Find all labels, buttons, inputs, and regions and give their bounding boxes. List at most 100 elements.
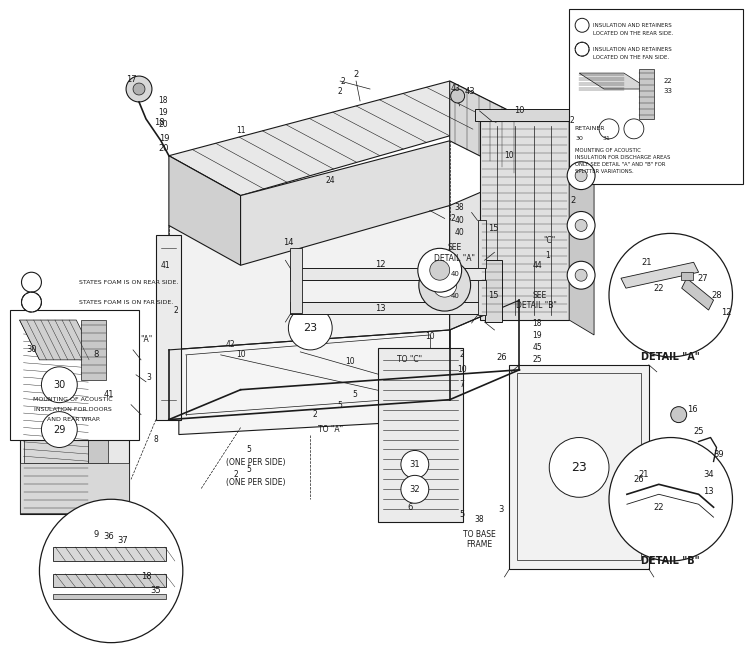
Text: 2: 2	[571, 196, 576, 205]
Text: 30: 30	[575, 136, 583, 141]
Bar	[88, 334, 108, 464]
Text: 13: 13	[375, 304, 386, 313]
Text: INSULATION AND RETAINERS: INSULATION AND RETAINERS	[593, 23, 672, 28]
Polygon shape	[178, 221, 450, 434]
Circle shape	[609, 438, 733, 561]
Text: 5: 5	[352, 390, 358, 399]
Polygon shape	[639, 69, 654, 119]
Text: 30: 30	[53, 380, 65, 390]
Bar	[479, 121, 569, 320]
Text: 26: 26	[634, 475, 644, 484]
Text: 18: 18	[158, 97, 168, 106]
Circle shape	[575, 219, 587, 231]
Text: 2: 2	[340, 76, 346, 86]
Circle shape	[433, 273, 457, 297]
Text: (ONE PER SIDE): (ONE PER SIDE)	[226, 478, 285, 487]
Text: 9: 9	[94, 530, 99, 539]
Circle shape	[549, 438, 609, 498]
Polygon shape	[53, 594, 166, 599]
Text: 12: 12	[375, 260, 386, 269]
Circle shape	[575, 269, 587, 281]
Polygon shape	[156, 235, 181, 420]
Text: 19: 19	[158, 108, 168, 118]
Text: 8: 8	[154, 435, 158, 444]
Polygon shape	[169, 206, 450, 350]
Text: 25: 25	[693, 427, 703, 436]
Circle shape	[41, 367, 77, 403]
Text: AND REAR WRAP.: AND REAR WRAP.	[46, 417, 100, 422]
Text: "C": "C"	[543, 236, 556, 245]
Text: 22: 22	[664, 78, 673, 84]
Text: 5: 5	[246, 465, 251, 474]
Bar	[681, 272, 693, 280]
Circle shape	[670, 407, 687, 422]
Text: 12: 12	[722, 308, 732, 317]
Circle shape	[575, 170, 587, 182]
Circle shape	[126, 76, 152, 102]
Polygon shape	[621, 263, 698, 288]
Circle shape	[567, 162, 595, 189]
Text: 5: 5	[459, 510, 464, 518]
Text: INSULATION FOR DOORS: INSULATION FOR DOORS	[34, 407, 112, 412]
Text: 40: 40	[454, 216, 464, 225]
Text: 33: 33	[664, 88, 673, 94]
Text: 25: 25	[532, 355, 542, 364]
Circle shape	[419, 259, 470, 311]
Polygon shape	[450, 81, 520, 176]
Polygon shape	[241, 141, 450, 265]
Text: 18: 18	[141, 573, 152, 581]
Bar	[569, 9, 743, 183]
Text: SEE: SEE	[448, 243, 462, 252]
Text: 15: 15	[488, 291, 499, 300]
Text: 10: 10	[236, 351, 245, 359]
Text: 43: 43	[464, 86, 475, 95]
Bar	[10, 310, 139, 439]
Text: 40: 40	[450, 293, 459, 299]
Text: 20: 20	[159, 144, 170, 153]
Bar	[518, 373, 640, 560]
Text: 7: 7	[459, 380, 464, 389]
Text: 41: 41	[104, 390, 115, 399]
Text: SEE: SEE	[532, 291, 547, 300]
Circle shape	[451, 89, 464, 103]
Text: TO "A": TO "A"	[318, 425, 343, 434]
Text: 40: 40	[450, 271, 459, 278]
Text: 2: 2	[450, 214, 455, 223]
Text: 28: 28	[711, 291, 722, 300]
Text: 37: 37	[118, 535, 128, 545]
Text: 22: 22	[653, 283, 664, 293]
Circle shape	[567, 212, 595, 240]
Text: 29: 29	[53, 424, 65, 434]
Bar	[23, 334, 88, 464]
Text: 15: 15	[488, 224, 499, 233]
Bar	[20, 330, 129, 514]
Text: ONLY. SEE DETAIL "A" AND "B" FOR: ONLY. SEE DETAIL "A" AND "B" FOR	[575, 162, 665, 167]
Text: 34: 34	[704, 470, 714, 479]
Polygon shape	[509, 365, 649, 569]
Text: 3: 3	[146, 374, 152, 382]
Circle shape	[430, 261, 450, 280]
Text: 45: 45	[532, 343, 542, 353]
Text: 10: 10	[514, 106, 525, 116]
Text: DETAIL "A": DETAIL "A"	[434, 254, 476, 263]
Text: 27: 27	[698, 274, 708, 283]
Polygon shape	[53, 547, 166, 561]
Text: 2: 2	[459, 351, 464, 359]
Text: 26: 26	[496, 353, 507, 362]
Text: 40: 40	[454, 228, 464, 237]
Text: 23: 23	[303, 323, 317, 333]
Text: 21: 21	[638, 470, 649, 479]
Circle shape	[567, 261, 595, 289]
Text: 31: 31	[602, 136, 610, 141]
Circle shape	[40, 500, 183, 643]
Text: 5: 5	[246, 445, 251, 454]
Bar	[478, 280, 485, 315]
Polygon shape	[682, 278, 713, 310]
Text: DETAIL "A": DETAIL "A"	[641, 352, 700, 362]
Text: 10: 10	[425, 332, 434, 342]
Text: 38: 38	[454, 203, 464, 212]
Text: LOCATED ON THE REAR SIDE.: LOCATED ON THE REAR SIDE.	[593, 31, 674, 36]
Bar	[475, 109, 574, 121]
Text: 23: 23	[572, 461, 587, 474]
Text: 44: 44	[532, 261, 542, 270]
